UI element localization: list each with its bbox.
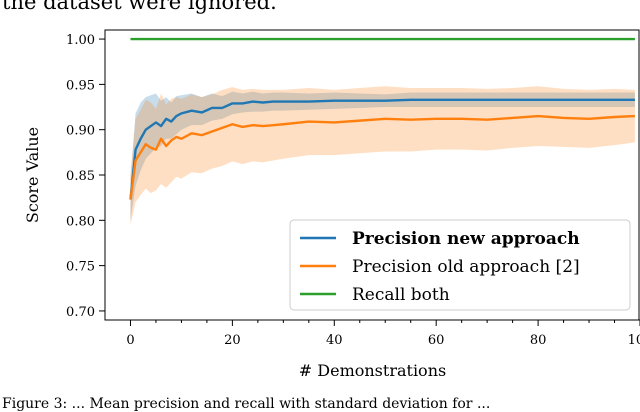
y-tick-label: 1.00 bbox=[66, 33, 95, 48]
x-tick-label: 20 bbox=[224, 333, 241, 348]
series-line-2 bbox=[129, 114, 635, 200]
x-tick-label: 80 bbox=[530, 333, 547, 348]
y-tick-label: 0.75 bbox=[66, 260, 95, 275]
y-tick-label: 0.90 bbox=[66, 124, 95, 139]
y-axis: 0.70 0.75 0.80 0.85 0.90 0.95 1.00 bbox=[66, 33, 105, 320]
y-tick-label: 0.70 bbox=[66, 305, 95, 320]
x-axis-label: # Demonstrations bbox=[299, 361, 446, 380]
line-chart: 0 20 40 60 80 100 0.70 0.75 0.80 0.85 0.90 0.95 1.0… bbox=[23, 29, 640, 380]
x-axis: 0 20 40 60 80 100 bbox=[105, 319, 640, 348]
x-tick-label: 0 bbox=[126, 333, 134, 348]
y-axis-label: Score Value bbox=[23, 127, 42, 223]
std-bands bbox=[130, 86, 635, 225]
series-line-1 bbox=[129, 98, 635, 200]
legend-label-1: Precision new approach bbox=[352, 229, 580, 249]
legend-box bbox=[289, 219, 631, 311]
caption-top-fragment: the dataset were ignored. bbox=[2, 0, 277, 14]
y-tick-label: 0.95 bbox=[66, 78, 95, 93]
std-band-2 bbox=[130, 86, 635, 225]
legend-label-3: Recall both bbox=[352, 285, 450, 305]
series-lines bbox=[129, 37, 635, 200]
x-tick-label: 60 bbox=[428, 333, 445, 348]
x-tick-label: 100 bbox=[628, 333, 640, 348]
y-tick-label: 0.85 bbox=[66, 169, 95, 184]
caption-bottom-fragment: Figure 3: ... Mean precision and recall … bbox=[2, 396, 491, 412]
legend: Precision new approach Precision old appr… bbox=[289, 219, 631, 311]
legend-label-2: Precision old approach [2] bbox=[352, 257, 580, 277]
std-band-1 bbox=[130, 91, 635, 221]
y-tick-label: 0.80 bbox=[66, 214, 95, 229]
x-tick-label: 40 bbox=[326, 333, 343, 348]
